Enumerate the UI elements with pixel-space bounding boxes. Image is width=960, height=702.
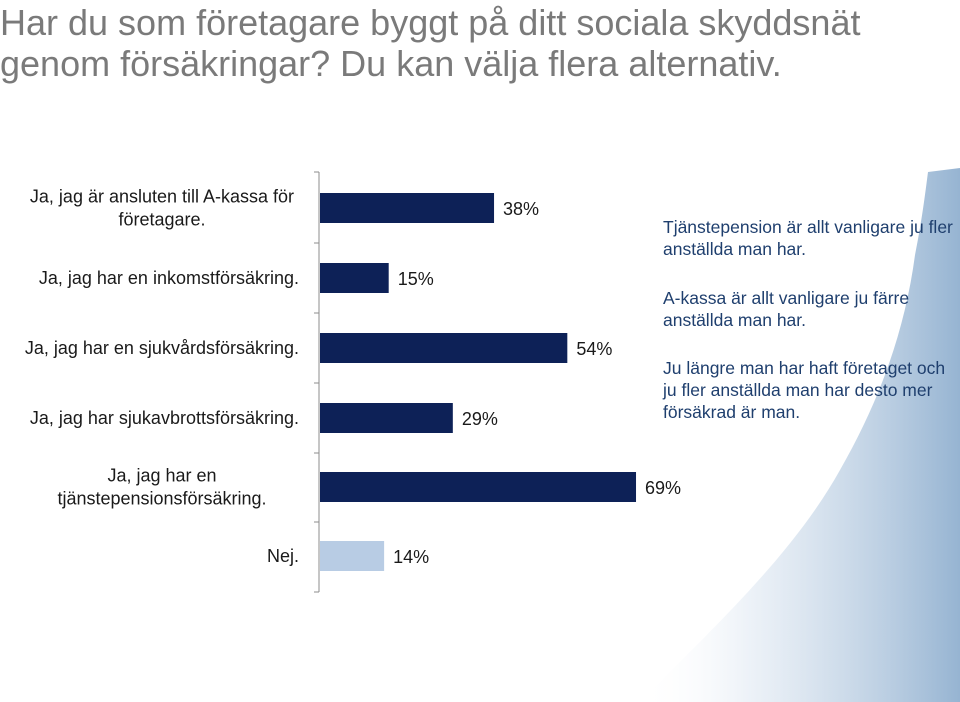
category-label-0-0: Ja, jag är ansluten till A-kassa för [30,187,294,207]
category-label-0-1: företagare. [118,210,205,230]
value-label-2: 54% [576,339,612,359]
note-a-kassa: A-kassa är allt vanligare ju färre anstä… [663,288,910,330]
bar-5 [320,541,385,571]
category-label-2-0: Ja, jag har en sjukvårdsförsäkring. [25,338,299,358]
value-label-5: 14% [393,547,429,567]
bar-2 [320,333,568,363]
bar-1 [320,263,389,293]
category-label-3-0: Ja, jag har sjukavbrottsförsäkring. [30,408,299,428]
page-title: Har du som företagare byggt på ditt soci… [0,2,861,84]
value-label-3: 29% [462,409,498,429]
note-tjanstepension: Tjänstepension är allt vanligare ju fler… [663,217,953,259]
category-label-1-0: Ja, jag har en inkomstförsäkring. [39,268,299,288]
category-label-5-0: Nej. [267,546,299,566]
bar-4 [320,472,637,502]
value-label-0: 38% [503,199,539,219]
category-label-4-0: Ja, jag har en [107,466,216,486]
value-label-1: 15% [398,269,434,289]
category-label-4-1: tjänstepensionsförsäkring. [57,489,266,509]
bar-0 [320,193,495,223]
bar-3 [320,403,453,433]
note-forsakrad: Ju längre man har haft företaget och ju … [663,358,946,422]
value-label-4: 69% [645,478,681,498]
